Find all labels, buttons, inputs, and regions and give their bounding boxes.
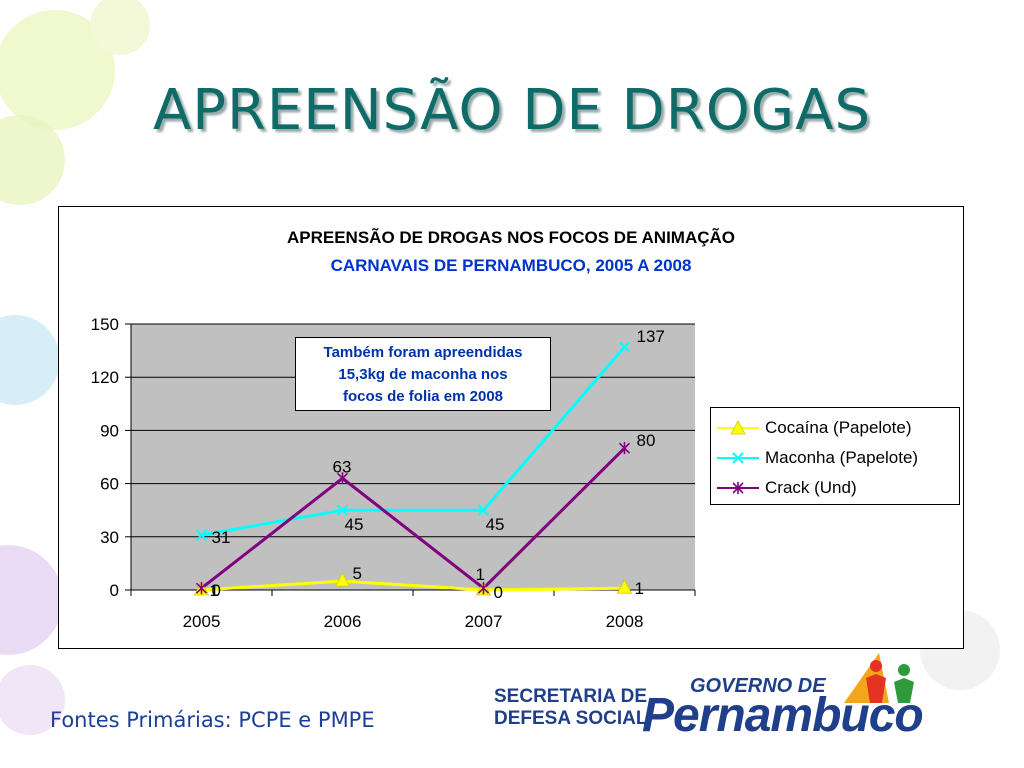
x-tick-label: 2005 (183, 612, 221, 631)
y-tick-label: 30 (100, 528, 119, 547)
data-label: 1 (210, 581, 219, 600)
data-label: 45 (345, 515, 364, 534)
data-label: 0 (494, 583, 503, 602)
chart-title: APREENSÃO DE DROGAS NOS FOCOS DE ANIMAÇÃ… (286, 228, 736, 247)
data-point (336, 504, 349, 516)
footer-source: Fontes Primárias: PCPE e PMPE (50, 708, 375, 732)
data-point (618, 341, 631, 353)
annotation-line: Também foram apreendidas (323, 344, 523, 361)
logo-secretaria: SECRETARIA DE DEFESA SOCIAL (494, 686, 647, 730)
legend-label: Crack (Und) (765, 478, 857, 497)
data-label: 80 (637, 431, 656, 450)
annotation-line: 15,3kg de maconha nos (338, 366, 508, 383)
series-line (201, 579, 625, 592)
series-line (201, 346, 626, 537)
data-point (195, 582, 208, 595)
x-tick-label: 2007 (465, 612, 503, 631)
legend-item-maconha: Maconha (Papelote) (711, 443, 959, 473)
y-tick-label: 0 (110, 581, 119, 600)
data-point (477, 582, 490, 595)
logo-line1: SECRETARIA DE (494, 686, 648, 707)
logo-people-icon (844, 653, 914, 703)
data-point (195, 529, 208, 541)
data-label: 5 (353, 564, 362, 583)
triangle-marker-icon (717, 420, 759, 435)
data-label: 1 (635, 579, 644, 598)
legend-label: Maconha (Papelote) (765, 448, 919, 467)
x-marker-icon (717, 452, 759, 464)
y-tick-label: 150 (91, 315, 119, 334)
y-tick-label: 60 (100, 475, 119, 494)
data-point (618, 442, 631, 455)
logo-line2: DEFESA SOCIAL (494, 708, 648, 729)
star-marker-icon (717, 482, 759, 494)
chart-legend: Cocaína (Papelote) Maconha (Papelote) Cr… (710, 407, 960, 505)
chart-container: APREENSÃO DE DROGAS NOS FOCOS DE ANIMAÇÃ… (58, 206, 964, 649)
annotation-box: Também foram apreendidas 15,3kg de macon… (295, 337, 551, 411)
data-label: 137 (637, 327, 665, 346)
legend-label: Cocaína (Papelote) (765, 418, 912, 437)
data-point (334, 572, 351, 587)
x-tick-label: 2006 (324, 612, 362, 631)
logo-governo: GOVERNO DE (690, 675, 826, 697)
government-logo: SECRETARIA DE DEFESA SOCIAL GOVERNO DE P… (494, 648, 994, 758)
chart-subtitle: CARNAVAIS DE PERNAMBUCO, 2005 A 2008 (330, 256, 692, 275)
y-tick-label: 120 (91, 368, 119, 387)
data-point (477, 504, 490, 516)
data-label: 1 (476, 565, 485, 584)
legend-item-crack: Crack (Und) (711, 473, 959, 503)
data-label: 31 (212, 528, 231, 547)
data-point (616, 579, 633, 594)
legend-item-cocaina: Cocaína (Papelote) (711, 413, 959, 443)
data-label: 63 (333, 457, 352, 476)
y-tick-label: 90 (100, 421, 119, 440)
data-point (336, 472, 349, 485)
x-tick-label: 2008 (606, 612, 644, 631)
series-line (200, 447, 626, 591)
data-label: 0 (212, 581, 221, 600)
data-label: 45 (486, 515, 505, 534)
slide-title: APREENSÃO DE DROGAS (152, 78, 872, 143)
annotation-line: focos de folia em 2008 (342, 388, 504, 405)
